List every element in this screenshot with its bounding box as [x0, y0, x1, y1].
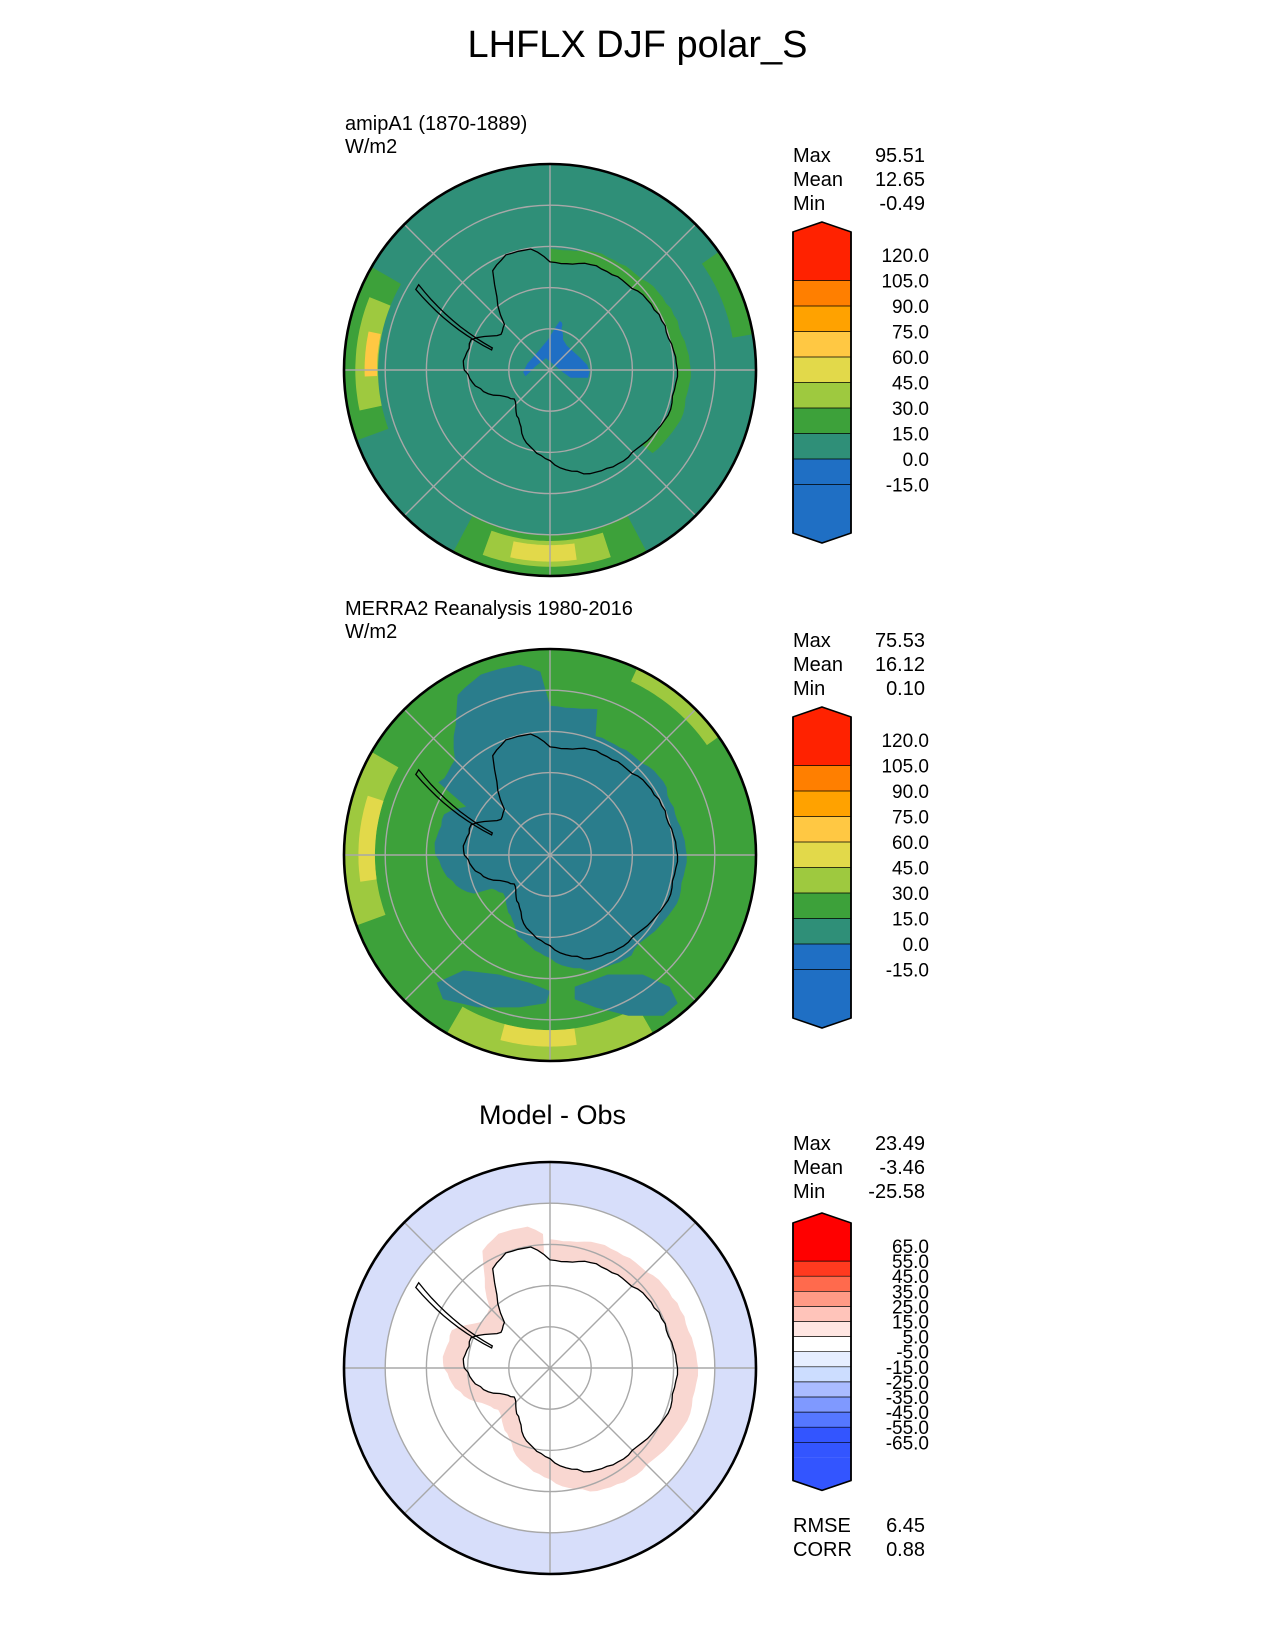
svg-text:-65.0: -65.0 — [886, 1433, 929, 1454]
svg-text:15.0: 15.0 — [892, 910, 929, 931]
svg-text:-15.0: -15.0 — [886, 476, 929, 497]
svg-text:45.0: 45.0 — [892, 859, 929, 880]
svg-text:75.0: 75.0 — [892, 323, 929, 344]
svg-text:0.0: 0.0 — [903, 450, 929, 471]
svg-text:120.0: 120.0 — [881, 731, 929, 752]
svg-text:90.0: 90.0 — [892, 782, 929, 803]
svg-text:60.0: 60.0 — [892, 833, 929, 854]
svg-text:120.0: 120.0 — [881, 246, 929, 267]
svg-text:30.0: 30.0 — [892, 399, 929, 420]
svg-text:60.0: 60.0 — [892, 348, 929, 369]
svg-text:0.0: 0.0 — [903, 935, 929, 956]
svg-text:-15.0: -15.0 — [886, 961, 929, 982]
svg-text:45.0: 45.0 — [892, 374, 929, 395]
svg-text:30.0: 30.0 — [892, 884, 929, 905]
svg-text:90.0: 90.0 — [892, 297, 929, 318]
svg-text:75.0: 75.0 — [892, 808, 929, 829]
svg-text:105.0: 105.0 — [881, 757, 929, 778]
svg-text:15.0: 15.0 — [892, 425, 929, 446]
svg-text:105.0: 105.0 — [881, 272, 929, 293]
